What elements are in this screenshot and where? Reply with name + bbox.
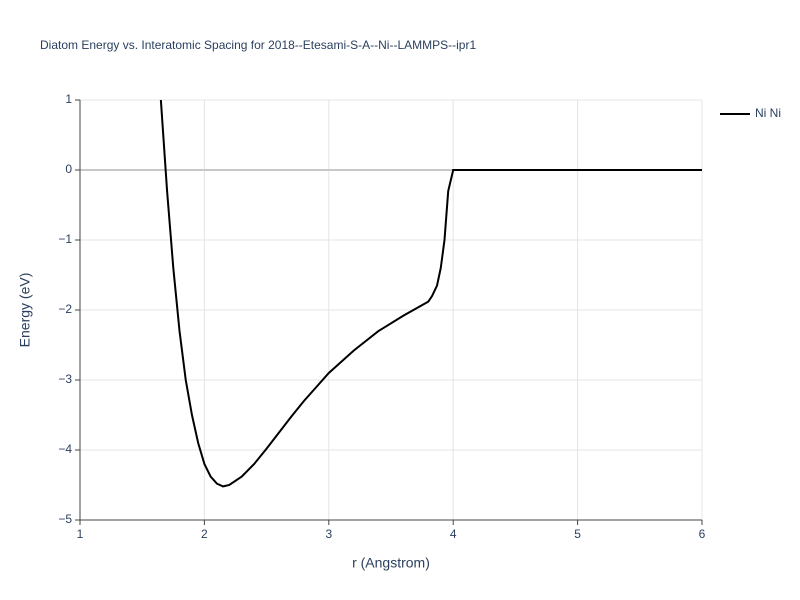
x-tick-label: 1 xyxy=(77,527,84,541)
x-tick-label: 2 xyxy=(201,527,208,541)
chart-title: Diatom Energy vs. Interatomic Spacing fo… xyxy=(40,38,476,52)
x-axis-title: r (Angstrom) xyxy=(352,555,430,571)
y-axis-title: Energy (eV) xyxy=(17,273,33,348)
x-tick-label: 5 xyxy=(574,527,581,541)
y-tick-label: 0 xyxy=(65,162,72,176)
y-tick-label: −2 xyxy=(58,302,72,316)
x-tick-label: 3 xyxy=(325,527,332,541)
x-tick-label: 4 xyxy=(450,527,457,541)
y-tick-label: −4 xyxy=(58,442,72,456)
y-tick-label: −1 xyxy=(58,232,72,246)
legend-label: Ni Ni xyxy=(755,106,781,120)
x-tick-label: 6 xyxy=(699,527,706,541)
y-tick-label: 1 xyxy=(65,92,72,106)
data-line xyxy=(159,99,702,488)
y-tick-label: −5 xyxy=(58,512,72,526)
y-tick-label: −3 xyxy=(58,372,72,386)
